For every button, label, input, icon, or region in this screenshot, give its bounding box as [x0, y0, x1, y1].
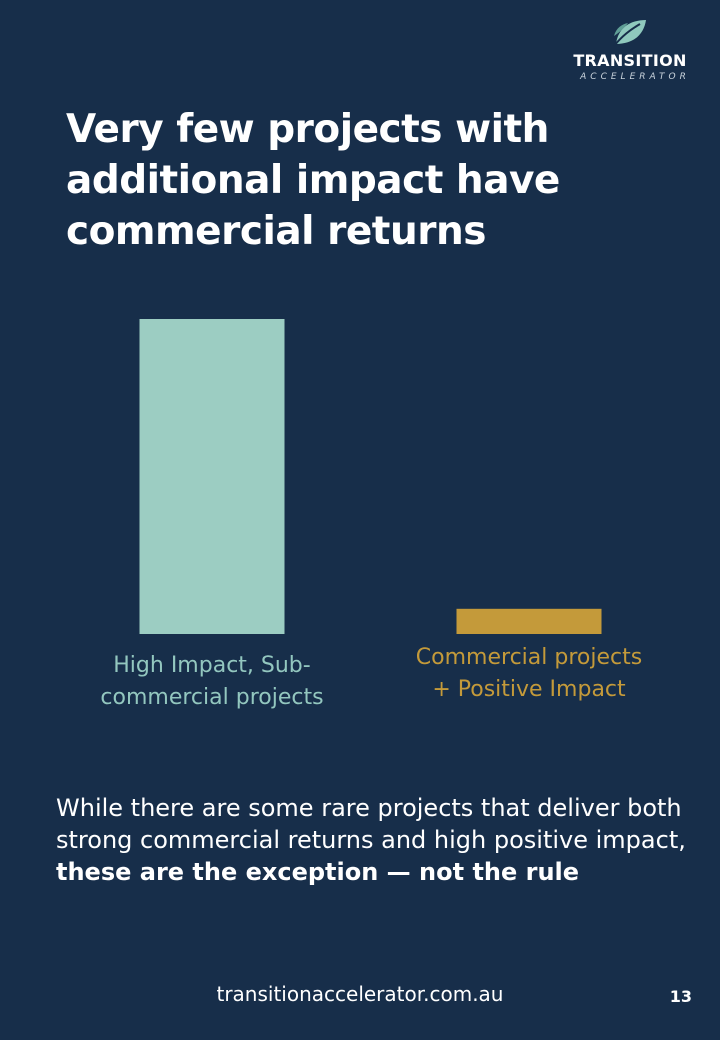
transition-accelerator-logo: TRANSITION ACCELERATOR	[560, 18, 700, 88]
logo-brand-text: TRANSITION	[573, 51, 687, 70]
body-text-bold: these are the exception — not the rule	[56, 858, 580, 886]
logo-sub-text: ACCELERATOR	[580, 72, 690, 82]
footer-url[interactable]: transitionaccelerator.com.au	[216, 982, 504, 1006]
body-text-plain: While there are some rare projects that …	[56, 794, 686, 854]
bar-chart	[139, 319, 602, 634]
page-title: Very few projects with additional impact…	[66, 107, 560, 254]
leaf-icon	[613, 20, 646, 47]
body-text: While there are some rare projects that …	[56, 792, 696, 888]
bar-1	[456, 608, 602, 634]
page-number: 13	[669, 987, 692, 1006]
category-label-commercial: Commercial projects + Positive Impact	[415, 645, 643, 702]
category-label-high-impact: High Impact, Sub-commercial projects	[100, 653, 324, 710]
bar-0	[139, 319, 285, 634]
